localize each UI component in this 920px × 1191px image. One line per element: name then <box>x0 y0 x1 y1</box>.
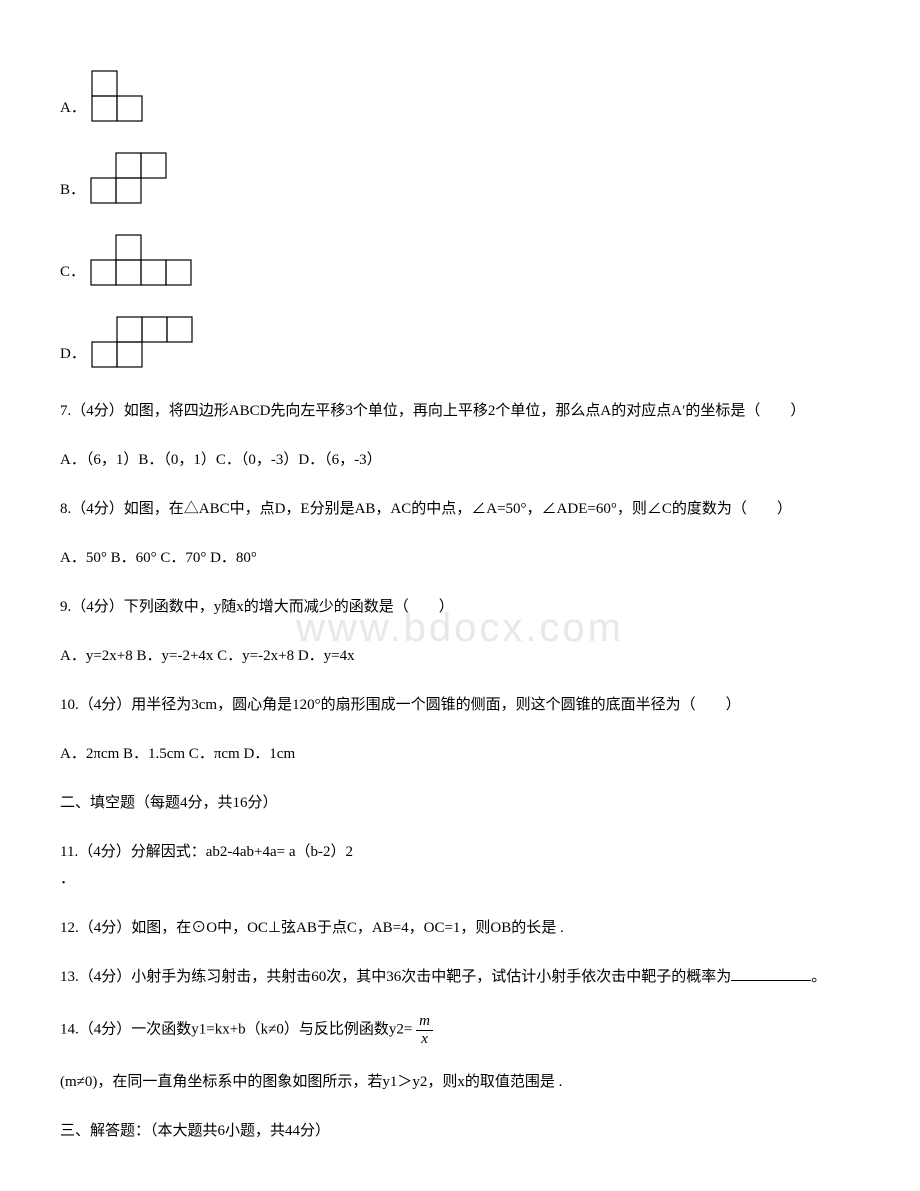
option-d-label: D． <box>60 341 86 368</box>
question-8: 8.（4分）如图，在△ABC中，点D，E分别是AB，AC的中点，∠A=50°，∠… <box>60 496 860 523</box>
blank-fill-icon <box>731 966 811 981</box>
question-11-dot: ． <box>60 866 860 893</box>
question-11-text: 11.（4分）分解因式：ab2-4ab+4a= a（b-2）2 <box>60 839 860 866</box>
question-8-answers: A．50° B．60° C．70° D．80° <box>60 545 860 572</box>
fraction-numerator: m <box>416 1013 433 1031</box>
question-10: 10.（4分）用半径为3cm，圆心角是120°的扇形围成一个圆锥的侧面，则这个圆… <box>60 692 860 719</box>
fraction-denominator: x <box>416 1031 433 1048</box>
question-9-text: 9.（4分）下列函数中，y随x的增大而减少的函数是（ ） <box>60 594 860 621</box>
question-13-text-after: 。 <box>811 969 826 985</box>
question-10-text: 10.（4分）用半径为3cm，圆心角是120°的扇形围成一个圆锥的侧面，则这个圆… <box>60 692 860 719</box>
document-content: A． B． C． <box>60 70 860 1145</box>
question-12: 12.（4分）如图，在⊙O中，OC⊥弦AB于点C，AB=4，OC=1，则OB的长… <box>60 915 860 942</box>
question-10-answers: A．2πcm B．1.5cm C．πcm D．1cm <box>60 741 860 768</box>
option-b-row: B． <box>60 152 860 204</box>
question-9: 9.（4分）下列函数中，y随x的增大而减少的函数是（ ） <box>60 594 860 621</box>
option-a-row: A． <box>60 70 860 122</box>
question-7-text: 7.（4分）如图，将四边形ABCD先向左平移3个单位，再向上平移2个单位，那么点… <box>60 398 860 425</box>
question-7: 7.（4分）如图，将四边形ABCD先向左平移3个单位，再向上平移2个单位，那么点… <box>60 398 860 425</box>
question-13: 13.（4分）小射手为练习射击，共射击60次，其中36次击中靶子，试估计小射手依… <box>60 964 860 991</box>
question-14-text-before: 14.（4分）一次函数y1=kx+b（k≠0）与反比例函数y2= <box>60 1021 412 1037</box>
cube-net-b-icon <box>90 152 167 204</box>
section-3-title: 三、解答题：（本大题共6小题，共44分） <box>60 1118 860 1145</box>
section-2-title: 二、填空题（每题4分，共16分） <box>60 790 860 817</box>
question-8-text: 8.（4分）如图，在△ABC中，点D，E分别是AB，AC的中点，∠A=50°，∠… <box>60 496 860 523</box>
cube-net-d-icon <box>91 316 193 368</box>
question-12-text: 12.（4分）如图，在⊙O中，OC⊥弦AB于点C，AB=4，OC=1，则OB的长… <box>60 915 860 942</box>
option-c-label: C． <box>60 259 85 286</box>
question-13-text-before: 13.（4分）小射手为练习射击，共射击60次，其中36次击中靶子，试估计小射手依… <box>60 969 731 985</box>
question-14-line2: (m≠0)，在同一直角坐标系中的图象如图所示，若y1＞y2，则x的取值范围是 . <box>60 1069 860 1096</box>
fraction-icon: m x <box>416 1013 433 1047</box>
option-c-row: C． <box>60 234 860 286</box>
option-d-row: D． <box>60 316 860 368</box>
option-a-label: A． <box>60 95 86 122</box>
question-11: 11.（4分）分解因式：ab2-4ab+4a= a（b-2）2 <box>60 839 860 866</box>
cube-net-c-icon <box>90 234 192 286</box>
question-9-answers: A．y=2x+8 B．y=-2+4x C．y=-2x+8 D．y=4x <box>60 643 860 670</box>
question-7-answers: A．（6，1）B．（0，1）C．（0，-3）D．（6，-3） <box>60 447 860 474</box>
option-b-label: B． <box>60 177 85 204</box>
cube-net-a-icon <box>91 70 143 122</box>
question-14: 14.（4分）一次函数y1=kx+b（k≠0）与反比例函数y2= m x <box>60 1013 860 1047</box>
